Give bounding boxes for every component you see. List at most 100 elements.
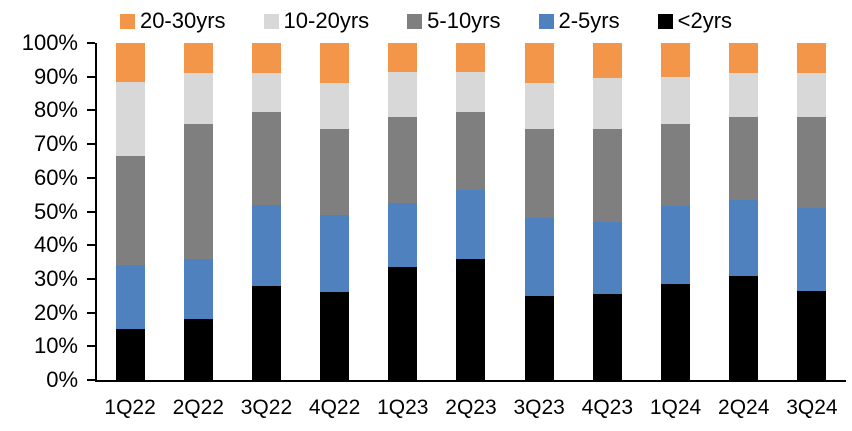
y-axis-tick	[87, 345, 95, 348]
x-tick-label: 2Q23	[445, 396, 497, 419]
y-axis-tick	[87, 210, 95, 213]
legend-label: 5-10yrs	[427, 8, 501, 33]
segment-5-10yrs	[524, 128, 554, 219]
y-axis-tick	[87, 176, 95, 179]
y-axis-tick	[87, 244, 95, 247]
segment-20-30yrs	[251, 43, 281, 74]
segment-5-10yrs	[320, 128, 350, 215]
legend-swatch	[657, 13, 673, 29]
segment-10-20yrs	[456, 71, 486, 113]
segment-<2yrs	[729, 275, 759, 380]
segment-10-20yrs	[183, 73, 213, 124]
segment-5-10yrs	[183, 123, 213, 259]
y-tick-label: 50%	[33, 198, 78, 224]
legend-swatch	[407, 13, 423, 29]
y-axis-tick	[87, 379, 95, 381]
legend-label: 20-30yrs	[139, 8, 226, 33]
segment-10-20yrs	[251, 73, 281, 113]
y-tick-label: 20%	[33, 299, 78, 325]
segment-5-10yrs	[592, 128, 622, 222]
y-axis-tick	[87, 109, 95, 112]
segment-2-5yrs	[729, 199, 759, 276]
segment-2-5yrs	[183, 258, 213, 320]
chart-legend: 20-30yrs 10-20yrs 5-10yrs 2-5yrs <2yrs	[0, 8, 852, 34]
segment-2-5yrs	[251, 204, 281, 286]
segment-5-10yrs	[388, 117, 418, 204]
segment-5-10yrs	[797, 117, 827, 209]
legend-item: 10-20yrs	[263, 8, 370, 34]
segment-2-5yrs	[388, 203, 418, 268]
bar-2Q24	[729, 43, 759, 380]
segment-20-30yrs	[115, 43, 145, 82]
segment-<2yrs	[524, 295, 554, 380]
y-tick-label: 100%	[21, 30, 78, 55]
segment-20-30yrs	[388, 43, 418, 72]
x-axis-line	[95, 380, 846, 382]
segment-2-5yrs	[524, 218, 554, 296]
segment-5-10yrs	[456, 112, 486, 190]
segment-<2yrs	[183, 319, 213, 380]
bar-1Q24	[660, 43, 690, 380]
y-axis-line	[95, 43, 97, 382]
y-axis-tick	[87, 143, 95, 146]
y-axis-tick	[87, 277, 95, 280]
segment-20-30yrs	[456, 43, 486, 72]
segment-<2yrs	[115, 329, 145, 380]
y-tick-label: 70%	[33, 131, 78, 157]
x-tick-label: 4Q23	[581, 396, 634, 419]
segment-20-30yrs	[729, 43, 759, 74]
bar-1Q23	[388, 43, 418, 380]
segment-10-20yrs	[320, 83, 350, 129]
bar-2Q22	[183, 43, 213, 380]
x-tick-label: 1Q22	[104, 396, 156, 419]
x-tick-label: 3Q24	[786, 396, 838, 419]
legend-item: 20-30yrs	[119, 8, 226, 34]
bar-3Q24	[797, 43, 827, 380]
y-tick-label: 30%	[33, 265, 78, 291]
segment-<2yrs	[592, 294, 622, 380]
y-tick-label: 60%	[33, 164, 78, 190]
bar-3Q22	[251, 43, 281, 380]
y-axis-tick	[87, 42, 95, 44]
legend-swatch	[538, 13, 554, 29]
x-tick-label: 3Q22	[240, 396, 293, 419]
x-tick-label: 2Q24	[718, 396, 770, 419]
y-tick-label: 40%	[33, 232, 78, 258]
segment-5-10yrs	[251, 112, 281, 205]
x-tick-label: 1Q23	[377, 396, 429, 419]
segment-10-20yrs	[115, 81, 145, 156]
legend-label: 2-5yrs	[558, 8, 620, 33]
x-tick-label: 3Q23	[513, 396, 565, 419]
segment-<2yrs	[797, 290, 827, 380]
segment-20-30yrs	[797, 43, 827, 74]
segment-<2yrs	[320, 292, 350, 380]
y-tick-label: 10%	[33, 333, 78, 359]
segment-5-10yrs	[660, 123, 690, 207]
legend-swatch	[263, 13, 279, 29]
segment-<2yrs	[456, 258, 486, 380]
x-tick-label: 4Q22	[308, 396, 361, 419]
bar-3Q23	[524, 43, 554, 380]
segment-<2yrs	[251, 285, 281, 380]
segment-10-20yrs	[592, 78, 622, 129]
y-axis-tick	[87, 311, 95, 314]
segment-2-5yrs	[456, 189, 486, 259]
legend-label: <2yrs	[677, 8, 733, 33]
y-axis-tick	[87, 75, 95, 78]
plot-area	[96, 43, 846, 380]
legend-swatch	[119, 13, 135, 29]
segment-2-5yrs	[592, 221, 622, 295]
segment-20-30yrs	[660, 43, 690, 77]
legend-label: 10-20yrs	[283, 8, 370, 33]
x-tick-label: 2Q22	[172, 396, 224, 419]
segment-10-20yrs	[729, 73, 759, 118]
bar-4Q23	[592, 43, 622, 380]
segment-2-5yrs	[115, 265, 145, 330]
x-tick-label: 1Q24	[649, 396, 702, 419]
segment-10-20yrs	[660, 76, 690, 124]
segment-<2yrs	[660, 283, 690, 380]
y-tick-label: 80%	[33, 97, 78, 123]
segment-10-20yrs	[797, 73, 827, 118]
bar-2Q23	[456, 43, 486, 380]
